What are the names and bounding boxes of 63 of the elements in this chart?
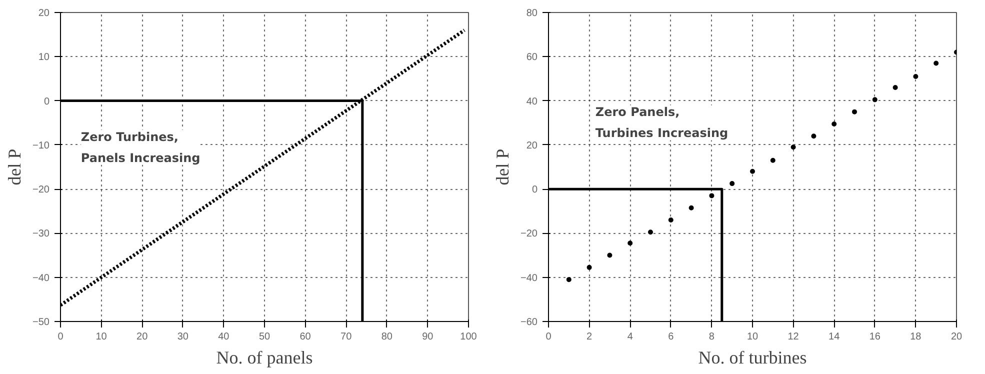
annotation: Zero Turbines, Panels Increasing xyxy=(80,130,200,165)
point xyxy=(566,277,572,282)
y-tick-label: 20 xyxy=(38,8,50,19)
x-tick-label: 30 xyxy=(177,332,189,342)
x-tick-label: 10 xyxy=(96,332,108,342)
y-tick-label: 40 xyxy=(526,96,538,108)
x-tick-label: 0 xyxy=(546,332,552,342)
y-tick-label: −50 xyxy=(32,317,50,328)
point xyxy=(730,181,735,186)
y-tick-label: −20 xyxy=(520,228,538,240)
x-tick-label: 0 xyxy=(58,332,64,342)
x-axis-title: No. of turbines xyxy=(698,348,807,368)
x-tick-label: 20 xyxy=(950,332,962,342)
point xyxy=(934,60,939,66)
y-tick-label: 0 xyxy=(44,96,50,108)
x-tick-label: 6 xyxy=(668,332,674,342)
y-tick-label: 80 xyxy=(526,8,538,19)
y-tick-label: −60 xyxy=(520,317,538,328)
point xyxy=(872,97,878,102)
point xyxy=(607,252,612,258)
x-tick-label: 40 xyxy=(218,332,230,342)
y-tick-label: 0 xyxy=(532,184,538,196)
point xyxy=(852,109,857,114)
point xyxy=(790,144,796,150)
point xyxy=(668,217,674,222)
x-tick-label: 80 xyxy=(381,332,393,342)
x-tick-label: 12 xyxy=(788,332,800,342)
x-tick-label: 90 xyxy=(422,332,434,342)
x-tick-label: 14 xyxy=(828,332,840,342)
point xyxy=(688,205,694,210)
x-tick-label: 100 xyxy=(460,332,478,342)
y-axis-title: del P xyxy=(4,148,25,186)
y-tick-label: −30 xyxy=(32,228,50,240)
point xyxy=(750,168,755,174)
y-tick-label: 60 xyxy=(526,52,538,64)
x-tick-label: 2 xyxy=(586,332,593,342)
point xyxy=(770,158,776,163)
annotation: Zero Panels, Turbines Increasing xyxy=(595,105,728,140)
y-axis-title: del P xyxy=(492,148,513,186)
x-tick-label: 16 xyxy=(869,332,881,342)
x-tick-label: 70 xyxy=(340,332,352,342)
point xyxy=(811,134,816,139)
x-tick-label: 18 xyxy=(910,332,922,342)
x-tick-label: 20 xyxy=(136,332,148,342)
x-tick-label: 60 xyxy=(300,332,312,342)
point xyxy=(586,264,592,270)
point xyxy=(628,240,633,246)
y-tick-label: −40 xyxy=(32,272,50,284)
x-tick-label: 10 xyxy=(746,332,758,342)
x-tick-label: 50 xyxy=(258,332,270,342)
point xyxy=(913,74,918,80)
x-axis-title: No. of panels xyxy=(216,348,313,368)
y-tick-label: 20 xyxy=(526,140,538,152)
point xyxy=(648,230,653,235)
x-tick-label: 8 xyxy=(708,332,715,342)
point xyxy=(832,121,837,126)
x-tick-label: 4 xyxy=(627,332,634,342)
y-tick-label: −20 xyxy=(32,184,50,196)
y-tick-label: −40 xyxy=(520,272,538,284)
y-tick-label: 10 xyxy=(38,52,50,64)
point xyxy=(892,85,898,90)
point xyxy=(709,193,714,198)
y-tick-label: −10 xyxy=(32,140,50,152)
